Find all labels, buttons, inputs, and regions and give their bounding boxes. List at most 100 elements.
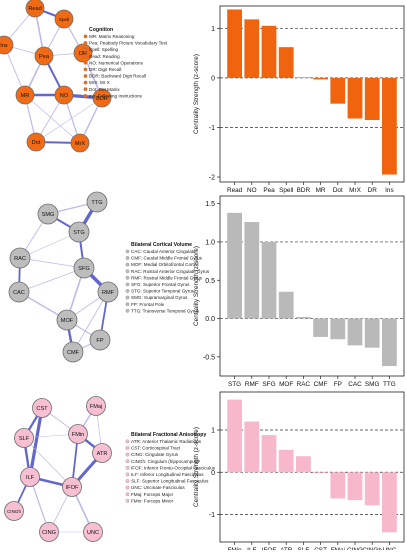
network-edge xyxy=(19,231,80,259)
x-tick-label: MOF xyxy=(279,381,293,388)
bar xyxy=(244,421,260,473)
y-tick-label: -1 xyxy=(209,125,215,132)
legend-swatch xyxy=(83,41,88,45)
bar xyxy=(278,47,294,78)
network-edge xyxy=(19,257,85,269)
y-tick-label: -1 xyxy=(209,512,215,519)
network-node xyxy=(86,191,108,213)
legend-item: STG: Superior Temporal Gyrus xyxy=(131,289,195,294)
legend-item: UNC: Uncinate Fasciculus xyxy=(131,485,185,490)
network-node xyxy=(34,46,54,66)
network-node-label: CINGh xyxy=(7,509,21,514)
legend-item: DR: Digit Recall xyxy=(89,67,121,72)
x-tick-label: SMG xyxy=(365,381,380,388)
legend-item: FP: Frontal Pole xyxy=(131,302,165,307)
bar xyxy=(364,472,380,506)
legend-swatch xyxy=(83,54,88,59)
x-tick-label: Read xyxy=(227,187,243,194)
network-node-label: CING xyxy=(42,530,56,536)
legend-item: SLF: Superior Longitudinal Fasciculus xyxy=(131,479,209,484)
network-node xyxy=(15,85,35,105)
x-tick-label: MR xyxy=(316,187,326,194)
network-node xyxy=(92,443,112,463)
network-edge xyxy=(18,267,85,293)
legend-swatch xyxy=(125,492,130,497)
bar xyxy=(347,472,363,501)
volume-network: SMG TTG STG RAC SFG CAC RMF MOF FP CMF xyxy=(8,191,119,363)
network-node-label: CST xyxy=(36,406,48,412)
x-tick-label: CAC xyxy=(348,381,362,388)
network-node xyxy=(86,396,106,416)
legend-item: FMaj: Forceps Major xyxy=(131,492,174,497)
x-tick-label: RAC xyxy=(297,381,311,388)
legend-item: Read: Reading xyxy=(89,54,120,59)
network-node-label: Pea xyxy=(39,54,50,60)
legend-item: IFOF: Inferior Fronto-Occipital Fascicul… xyxy=(131,465,216,470)
plot-frame xyxy=(219,5,405,183)
y-axis-label: Centrality Strength (z-score) xyxy=(193,54,200,134)
bar xyxy=(278,291,294,319)
network-node-label: CMF xyxy=(67,350,80,356)
network-node-label: Read xyxy=(28,6,41,12)
volume-bar-chart: -0.5 0.0 0.5 1.0 1.5 Centrality Strength (z-s… xyxy=(193,195,405,388)
legend-swatch xyxy=(125,249,130,254)
legend-item: Ins: Following Instructions xyxy=(89,93,143,98)
legend-title: Cognition xyxy=(89,27,113,33)
x-tick-label: STG xyxy=(228,381,241,388)
legend-swatch xyxy=(83,74,88,78)
x-tick-label: Pea xyxy=(263,187,275,194)
bar xyxy=(382,318,397,367)
x-tick-label: Spell xyxy=(279,187,293,194)
legend-swatch xyxy=(125,439,130,444)
network-node xyxy=(32,398,52,418)
legend-item: BDR: Backward Digit Recall xyxy=(89,74,146,79)
bar xyxy=(244,19,260,78)
x-tick-label: CMF xyxy=(314,381,328,388)
legend-item: MrX: Mr X xyxy=(89,80,110,85)
network-node xyxy=(8,281,30,303)
network-node xyxy=(68,221,90,243)
network-node-label: STG xyxy=(73,230,85,236)
bar xyxy=(313,77,328,80)
cognition-network: Read Spell Ins Pea DR MR NO BDR Dot MrX xyxy=(0,0,112,153)
legend-swatch xyxy=(125,302,130,307)
legend-item: SFG: Superior Frontal Gyrus xyxy=(131,282,190,287)
network-edge xyxy=(23,437,73,488)
legend-item: Dot: Dot Matrix xyxy=(89,87,120,92)
network-node-label: MR xyxy=(21,93,30,99)
legend-item: MOF: Medial Orbitofrontal Cortex xyxy=(131,262,199,267)
legend-swatch xyxy=(125,465,130,470)
legend-item: CINGh: Cingulum (hippocampus) xyxy=(131,459,199,464)
legend-swatch xyxy=(125,498,130,503)
x-tick-label: Ins xyxy=(385,187,394,194)
legend-swatch xyxy=(83,34,88,39)
network-node xyxy=(54,85,74,105)
y-tick-label: 0 xyxy=(211,75,215,82)
legend-item: Pea: Peabody Picture Vocabulary Test xyxy=(89,41,168,46)
network-node xyxy=(25,0,45,18)
network-node-label: SFG xyxy=(78,266,90,272)
network-node-label: Ins xyxy=(0,43,8,49)
network-node-label: IFOF xyxy=(66,485,79,491)
legend-swatch xyxy=(125,459,130,464)
legend-swatch xyxy=(125,452,130,457)
network-node-label: NO xyxy=(60,93,69,99)
bar xyxy=(244,222,260,319)
x-tick-label: TTG xyxy=(383,381,396,388)
legend-item: FMin: Forceps Minor xyxy=(131,498,174,503)
network-node-label: SLF xyxy=(19,436,30,442)
cognition-bar-chart: -2 -1 0 1 Centrality Strength (z-score) Read N… xyxy=(193,5,405,194)
bar xyxy=(296,456,311,473)
network-node-label: Dot xyxy=(32,140,41,146)
legend-swatch xyxy=(83,80,88,85)
network-node-label: CAC xyxy=(13,290,25,296)
network-node xyxy=(97,281,119,303)
bar xyxy=(227,9,242,78)
fa-network: FMaj CST FMin SLF ATR ILF IFOF CINGh CING UNC xyxy=(4,396,112,542)
network-node xyxy=(56,309,78,331)
network-node-label: MOF xyxy=(61,318,74,324)
x-tick-label: NO xyxy=(247,187,257,194)
